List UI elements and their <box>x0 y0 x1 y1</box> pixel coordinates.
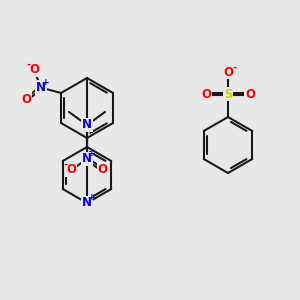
Text: S: S <box>224 88 232 100</box>
Text: O: O <box>245 88 255 100</box>
Text: N: N <box>36 81 46 94</box>
Text: O: O <box>201 88 211 100</box>
Text: +: + <box>42 78 50 87</box>
Text: O: O <box>223 65 233 79</box>
Text: O: O <box>66 164 76 176</box>
Text: N: N <box>82 196 92 209</box>
Text: -: - <box>233 63 237 73</box>
Text: O: O <box>29 63 39 76</box>
Text: O: O <box>21 93 31 106</box>
Text: -: - <box>63 160 68 170</box>
Text: +: + <box>88 194 96 202</box>
Text: N: N <box>82 118 92 131</box>
Text: -: - <box>26 60 30 70</box>
Text: O: O <box>98 164 108 176</box>
Text: N: N <box>82 152 92 166</box>
Text: +: + <box>88 149 96 158</box>
